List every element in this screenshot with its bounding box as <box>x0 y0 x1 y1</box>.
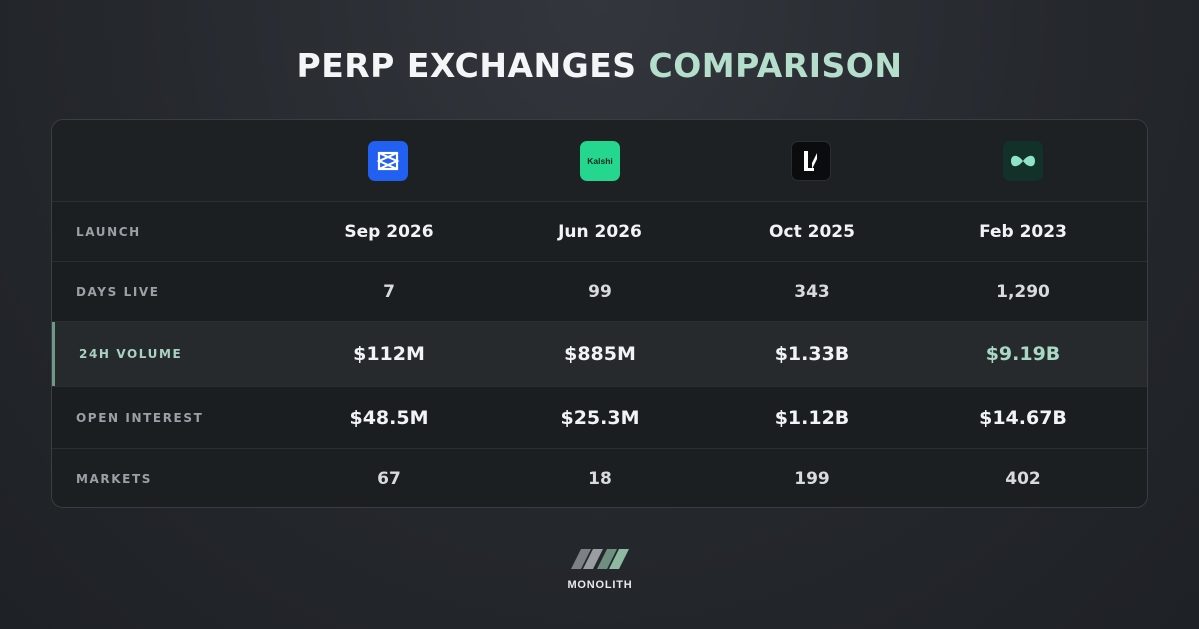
table-cell: $48.5M <box>349 406 429 429</box>
kalshi-logo-text: Kalshi <box>587 156 613 166</box>
table-cell: 7 <box>383 281 395 302</box>
table-row-launch: LAUNCH Sep 2026 Jun 2026 Oct 2025 Feb 20… <box>52 202 1147 262</box>
highlight-bar <box>52 322 55 386</box>
page-title: PERP EXCHANGES COMPARISON <box>0 46 1199 85</box>
hyperliquid-logo-icon <box>1003 141 1043 181</box>
row-label: DAYS LIVE <box>76 284 160 299</box>
table-cell: $14.67B <box>979 406 1067 429</box>
table-cell: Jun 2026 <box>558 221 642 242</box>
table-cell: $112M <box>353 343 425 365</box>
table-row-markets: MARKETS 67 18 199 402 <box>52 449 1147 507</box>
table-cell: $1.33B <box>774 343 850 365</box>
brand-footer: MONOLITH <box>560 545 640 591</box>
row-label: LAUNCH <box>76 224 141 239</box>
table-cell: $885M <box>564 343 636 365</box>
table-cell: 18 <box>588 469 612 489</box>
row-label: MARKETS <box>76 472 152 486</box>
monolith-logo-icon <box>571 549 629 569</box>
table-cell: 1,290 <box>996 281 1050 302</box>
table-header-row: Kalshi <box>52 120 1147 202</box>
title-part-1: PERP EXCHANGES <box>296 46 637 85</box>
row-label: OPEN INTEREST <box>76 410 204 425</box>
table-row-24h-volume: 24H VOLUME $112M $885M $1.33B $9.19B <box>52 322 1147 387</box>
table-cell: 402 <box>1005 469 1041 489</box>
table-cell: Sep 2026 <box>344 221 434 242</box>
table-row-open-interest: OPEN INTEREST $48.5M $25.3M $1.12B $14.6… <box>52 387 1147 449</box>
table-cell: $1.12B <box>774 406 850 429</box>
title-part-2: COMPARISON <box>648 46 903 85</box>
table-cell: Feb 2023 <box>979 221 1067 242</box>
comparison-table: Kalshi LAUNCH Sep 2026 Jun 2026 Oct 2025… <box>51 119 1148 508</box>
table-cell: 67 <box>377 469 401 489</box>
table-row-days-live: DAYS LIVE 7 99 343 1,290 <box>52 262 1147 322</box>
table-cell-highlight: $9.19B <box>985 343 1061 365</box>
row-label: 24H VOLUME <box>79 347 183 361</box>
table-cell: 199 <box>794 469 830 489</box>
kalshi-logo-icon: Kalshi <box>580 141 620 181</box>
blue-box-logo-icon <box>368 141 408 181</box>
table-cell: $25.3M <box>560 406 640 429</box>
table-cell: 99 <box>588 281 612 302</box>
brand-name: MONOLITH <box>567 579 633 591</box>
table-cell: Oct 2025 <box>769 221 855 242</box>
lighter-logo-icon <box>791 141 831 181</box>
table-cell: 343 <box>794 281 830 302</box>
